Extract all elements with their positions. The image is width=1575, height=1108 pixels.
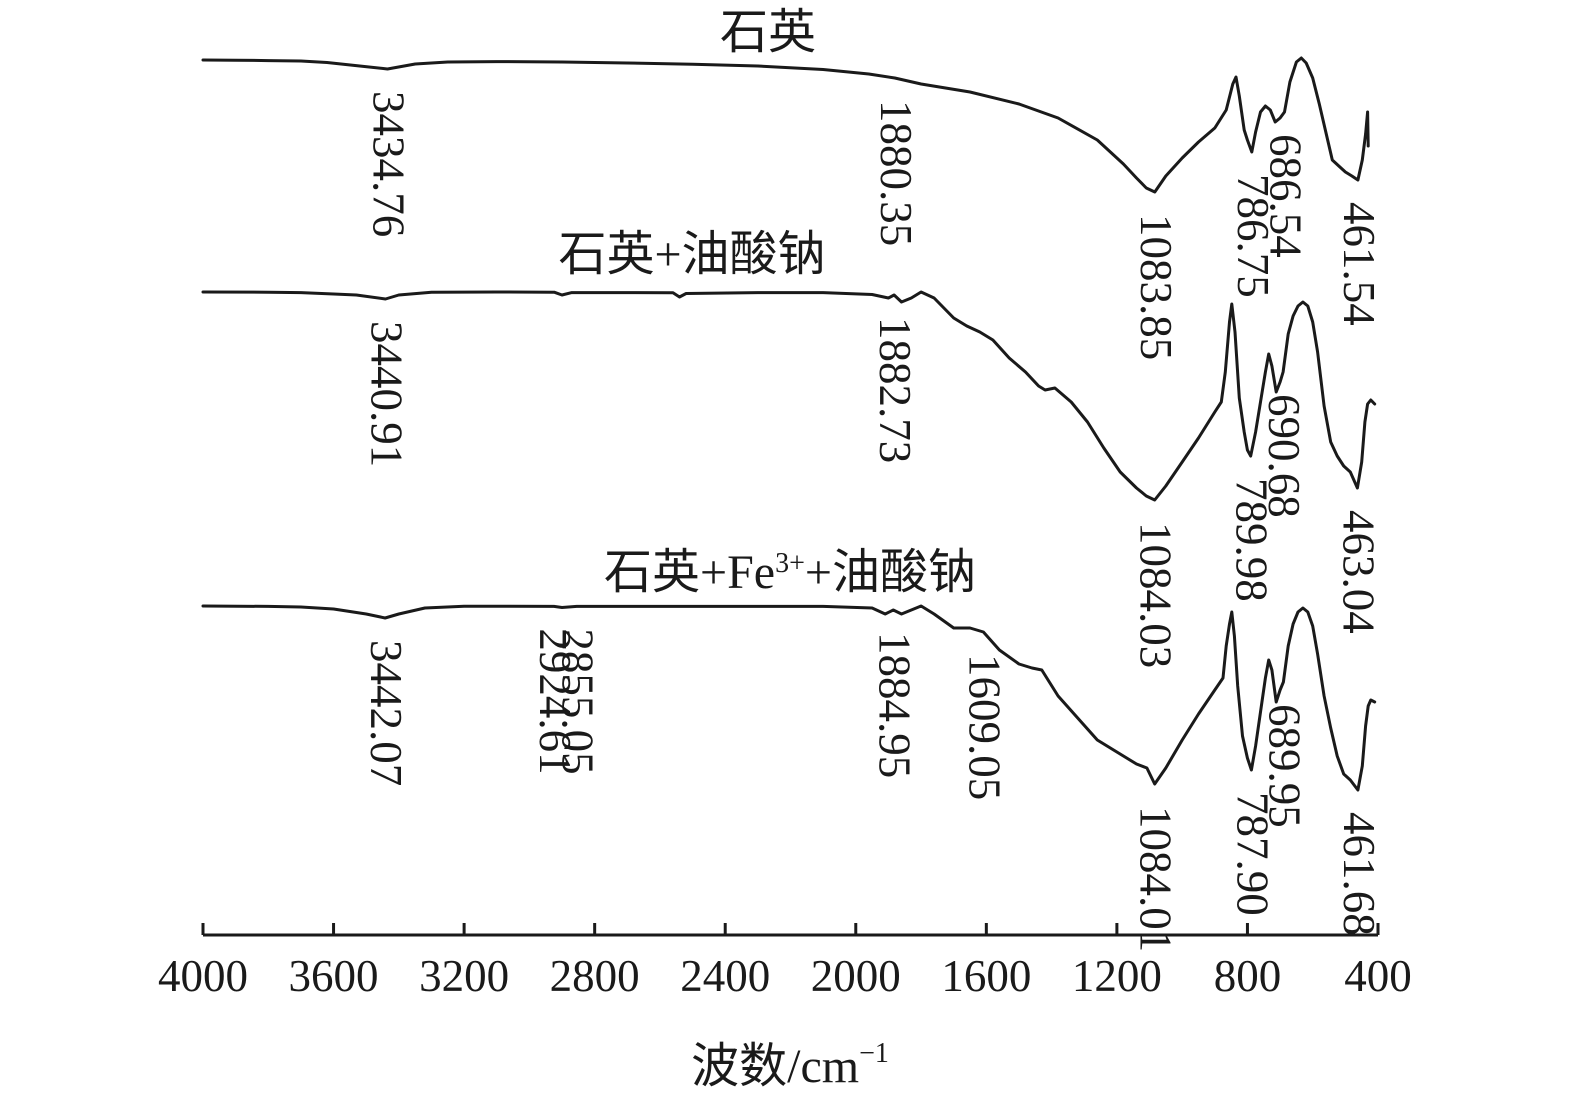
x-tick-label-1200: 1200 xyxy=(1072,951,1162,1001)
series-line-quartz-fe-oleate xyxy=(201,604,1377,792)
x-tick-label-2800: 2800 xyxy=(550,951,640,1001)
peak-label-786-75: 786.75 xyxy=(1228,174,1278,298)
series-label-quartz-oleate: 石英+油酸钠 xyxy=(558,228,825,281)
x-tick-label-3600: 3600 xyxy=(289,951,379,1001)
peak-label-1084-01: 1084.01 xyxy=(1131,806,1181,952)
peak-label-3442-07: 3442.07 xyxy=(361,640,411,786)
x-tick-label-1600: 1600 xyxy=(941,951,1031,1001)
x-axis-title-text: 波数/cm xyxy=(691,1040,859,1093)
x-axis: 4000 3600 3200 2800 2400 2000 1600 1200 800 400 波… xyxy=(158,923,1412,1093)
x-tick-label-400: 400 xyxy=(1344,951,1412,1001)
peak-label-2924-61: 2924.61 xyxy=(530,628,580,774)
spectra-curves xyxy=(201,56,1377,792)
series-label-fe-rest: +油酸钠 xyxy=(805,546,976,599)
peak-label-1084-03: 1084.03 xyxy=(1131,522,1181,668)
x-axis-title-superscript: −1 xyxy=(859,1038,889,1069)
x-tick-label-2000: 2000 xyxy=(811,951,901,1001)
peak-label-1884-95: 1884.95 xyxy=(869,632,919,778)
x-axis-title: 波数/cm−1 xyxy=(691,1038,889,1093)
x-tick-label-3200: 3200 xyxy=(419,951,509,1001)
peak-label-1880-35: 1880.35 xyxy=(871,100,921,246)
series-line-quartz xyxy=(201,56,1370,194)
series-line-quartz-oleate xyxy=(201,290,1377,502)
peak-label-689-95: 689.95 xyxy=(1259,704,1309,828)
peak-label-1882-73: 1882.73 xyxy=(870,317,920,463)
peak-label-1083-85: 1083.85 xyxy=(1131,214,1181,360)
peak-label-1609-05: 1609.05 xyxy=(959,654,1009,800)
series-label-fe-base: 石英+Fe xyxy=(604,546,775,599)
series-label-quartz-fe-oleate: 石英+Fe3++油酸钠 xyxy=(604,546,976,599)
peak-label-686-54: 686.54 xyxy=(1261,134,1311,258)
x-tick-label-800: 800 xyxy=(1214,951,1282,1001)
x-tick-label-4000: 4000 xyxy=(158,951,248,1001)
peak-label-461-54: 461.54 xyxy=(1334,202,1384,326)
series-label-fe-superscript: 3+ xyxy=(775,548,805,579)
peak-label-789-98: 789.98 xyxy=(1227,478,1277,602)
peak-label-461-68: 461.68 xyxy=(1334,812,1384,936)
peak-label-463-04: 463.04 xyxy=(1333,510,1383,634)
x-axis-ticks: 4000 3600 3200 2800 2400 2000 1600 1200 800 400 xyxy=(158,923,1412,1001)
x-tick-label-2400: 2400 xyxy=(680,951,770,1001)
peak-label-3434-76: 3434.76 xyxy=(364,91,414,237)
peak-label-690-68: 690.68 xyxy=(1259,394,1309,518)
peak-label-3440-91: 3440.91 xyxy=(362,321,412,467)
peak-label-787-90: 787.90 xyxy=(1227,792,1277,916)
series-labels: 石英 石英+油酸钠 石英+Fe3++油酸钠 xyxy=(558,6,976,599)
series-label-quartz: 石英 xyxy=(720,6,816,59)
peak-label-2855-05: 2855.05 xyxy=(553,628,603,774)
